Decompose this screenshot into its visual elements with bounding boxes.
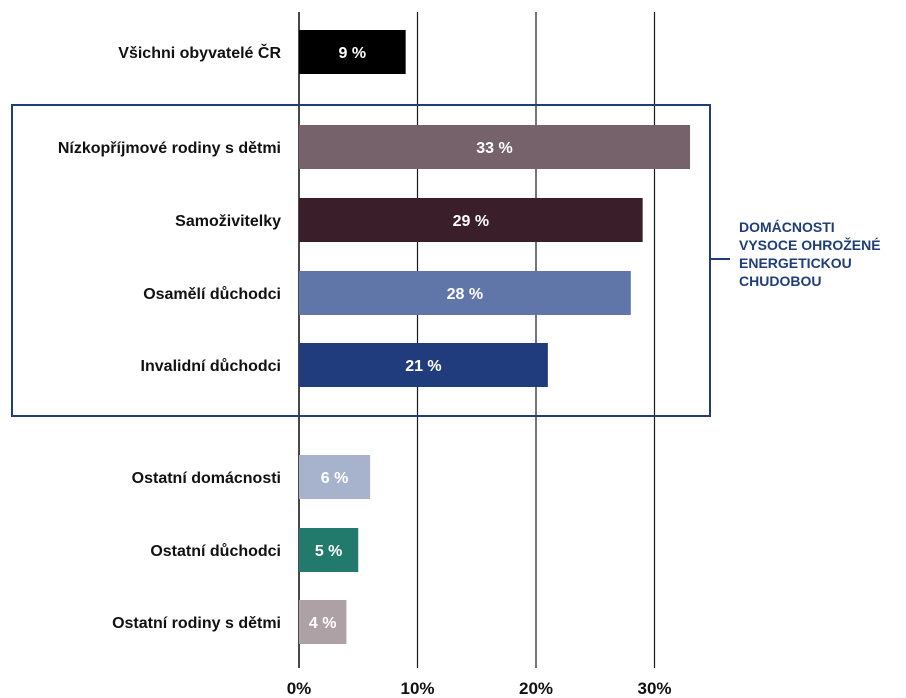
category-label: Nízkopříjmové rodiny s dětmi — [58, 140, 281, 157]
bar — [299, 600, 347, 644]
highlight-group-label: DOMÁCNOSTI VYSOCE OHROŽENÉ ENERGETICKOU … — [739, 218, 899, 290]
value-label: 28 % — [447, 286, 483, 303]
highlight-group-box — [11, 104, 711, 417]
value-label: 4 % — [309, 615, 337, 632]
x-tick-label: 0% — [287, 679, 312, 698]
highlight-label-line: CHUDOBOU — [739, 273, 822, 289]
value-label: 5 % — [315, 543, 343, 560]
highlight-label-line: ENERGETICKOU — [739, 255, 852, 271]
value-label: 6 % — [321, 470, 349, 487]
bars: Všichni obyvatelé ČR 9 % Nízkopříjmové rod… — [58, 30, 691, 644]
category-label: Samoživitelky — [175, 213, 281, 230]
category-label: Všichni obyvatelé ČR — [118, 43, 281, 62]
x-tick-label: 10% — [400, 679, 434, 698]
category-label: Ostatní domácnosti — [132, 470, 281, 487]
category-label: Ostatní důchodci — [150, 543, 281, 560]
bar — [299, 271, 631, 315]
value-label: 29 % — [453, 213, 489, 230]
bar — [299, 198, 643, 242]
bar — [299, 125, 691, 169]
x-tick-label: 20% — [519, 679, 553, 698]
category-label: Invalidní důchodci — [141, 358, 281, 375]
value-label: 21 % — [405, 358, 441, 375]
bar — [299, 343, 548, 387]
category-label: Osamělí důchodci — [143, 286, 281, 303]
bar — [299, 455, 371, 499]
highlight-label-line: DOMÁCNOSTI — [739, 219, 835, 235]
x-axis-ticks: 0% 10% 20% 30% — [287, 679, 672, 698]
x-tick-label: 30% — [637, 679, 671, 698]
highlight-label-line: VYSOCE OHROŽENÉ — [739, 237, 881, 253]
value-label: 33 % — [476, 140, 512, 157]
bar — [299, 30, 406, 74]
bar — [299, 528, 359, 572]
category-label: Ostatní rodiny s dětmi — [112, 615, 281, 632]
value-label: 9 % — [339, 45, 367, 62]
